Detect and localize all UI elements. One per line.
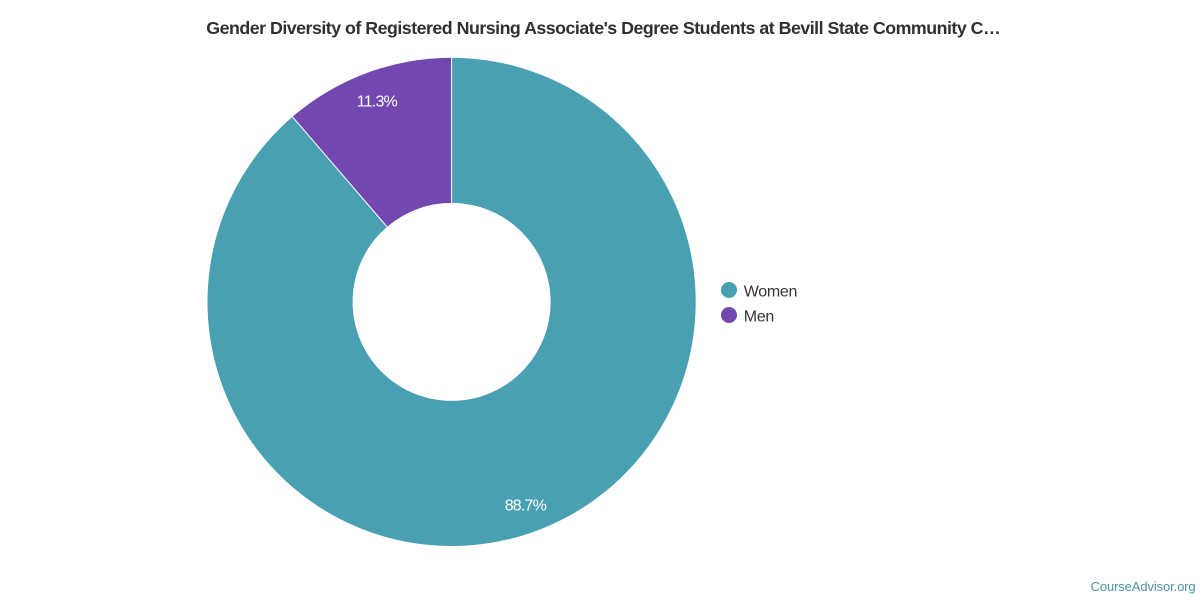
svg-text:Gender Diversity of Registered: Gender Diversity of Registered Nursing A… — [206, 18, 1000, 38]
svg-text:Women: Women — [744, 283, 797, 300]
svg-text:11.3%: 11.3% — [357, 94, 398, 111]
svg-text:Men: Men — [744, 308, 774, 325]
svg-text:CourseAdvisor.org: CourseAdvisor.org — [1091, 579, 1196, 594]
svg-text:88.7%: 88.7% — [505, 498, 547, 515]
